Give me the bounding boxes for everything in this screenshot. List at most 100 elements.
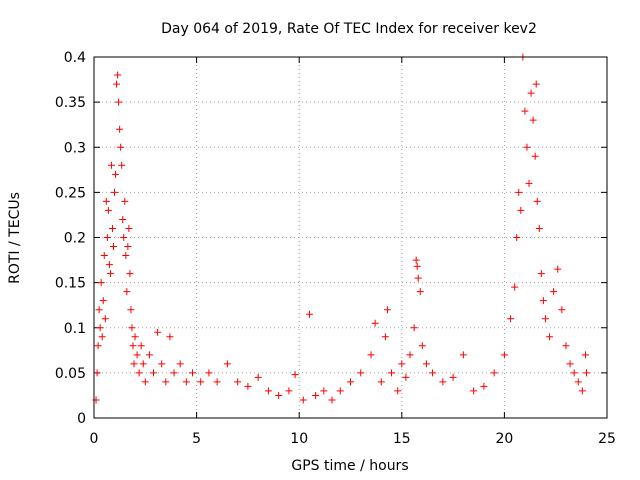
data-point bbox=[394, 387, 402, 395]
data-point bbox=[539, 297, 547, 305]
data-point bbox=[95, 306, 103, 314]
data-point bbox=[535, 224, 543, 232]
data-point bbox=[328, 396, 336, 404]
data-point bbox=[129, 342, 137, 350]
data-point bbox=[106, 270, 114, 278]
data-point bbox=[529, 116, 537, 124]
data-point bbox=[133, 351, 141, 359]
data-point bbox=[264, 387, 272, 395]
x-tick-label: 25 bbox=[598, 431, 616, 447]
data-point bbox=[312, 391, 320, 399]
data-point bbox=[97, 279, 105, 287]
data-point bbox=[371, 319, 379, 327]
y-tick-label: 0.25 bbox=[55, 185, 86, 201]
x-tick-label: 20 bbox=[495, 431, 513, 447]
data-point bbox=[205, 369, 213, 377]
data-point bbox=[108, 224, 116, 232]
data-point bbox=[112, 170, 120, 178]
data-point bbox=[141, 378, 149, 386]
data-point bbox=[139, 360, 147, 368]
data-point bbox=[533, 197, 541, 205]
data-point bbox=[429, 369, 437, 377]
data-point bbox=[275, 391, 283, 399]
data-point bbox=[336, 387, 344, 395]
data-point bbox=[124, 243, 132, 251]
data-point bbox=[582, 369, 590, 377]
data-point bbox=[527, 89, 535, 97]
data-point bbox=[515, 188, 523, 196]
data-point bbox=[513, 234, 521, 241]
data-point bbox=[459, 351, 467, 359]
data-point bbox=[422, 360, 430, 368]
data-point bbox=[122, 252, 130, 260]
y-tick-label: 0.4 bbox=[64, 50, 86, 66]
y-tick-label: 0.35 bbox=[55, 95, 86, 111]
data-point bbox=[490, 369, 498, 377]
x-tick-label: 5 bbox=[192, 431, 201, 447]
data-point bbox=[118, 161, 126, 169]
x-tick-label: 10 bbox=[290, 431, 308, 447]
data-point bbox=[511, 283, 519, 291]
data-point bbox=[413, 262, 421, 270]
data-point bbox=[130, 360, 138, 368]
plot-frame bbox=[93, 56, 608, 419]
data-point bbox=[103, 234, 111, 241]
data-point bbox=[367, 351, 375, 359]
data-point bbox=[234, 378, 242, 386]
data-point bbox=[197, 378, 205, 386]
data-point bbox=[213, 378, 221, 386]
data-point bbox=[113, 80, 121, 88]
data-point bbox=[439, 378, 447, 386]
data-point bbox=[525, 179, 533, 187]
data-point bbox=[531, 152, 539, 160]
data-point bbox=[93, 369, 101, 377]
x-axis-label: GPS time / hours bbox=[291, 458, 408, 474]
data-point bbox=[223, 360, 231, 368]
data-point bbox=[154, 328, 162, 336]
data-point bbox=[470, 387, 478, 395]
data-point bbox=[581, 351, 589, 359]
data-point bbox=[94, 342, 102, 350]
data-point bbox=[566, 360, 574, 368]
data-point bbox=[574, 378, 582, 386]
data-point bbox=[347, 378, 354, 386]
data-point bbox=[105, 261, 113, 269]
data-point bbox=[114, 71, 122, 79]
x-tick-label: 15 bbox=[393, 431, 411, 447]
data-point bbox=[305, 310, 313, 318]
data-points bbox=[92, 53, 590, 404]
data-point bbox=[357, 369, 365, 377]
data-point bbox=[121, 197, 129, 205]
data-point bbox=[101, 315, 109, 323]
data-point bbox=[500, 351, 508, 359]
y-axis-ticks: 0 0.05 0.1 0.15 0.2 0.25 0.3 0.35 0.4 bbox=[55, 50, 607, 427]
data-point bbox=[145, 351, 153, 359]
data-point bbox=[521, 107, 529, 115]
data-point bbox=[578, 387, 586, 395]
data-point bbox=[416, 288, 424, 296]
data-point bbox=[550, 288, 558, 296]
data-point bbox=[570, 369, 578, 377]
data-point bbox=[104, 206, 112, 214]
y-tick-label: 0.3 bbox=[64, 140, 86, 156]
data-point bbox=[532, 80, 540, 88]
data-point bbox=[176, 360, 184, 368]
data-point bbox=[188, 369, 196, 377]
y-tick-label: 0.1 bbox=[64, 321, 86, 337]
data-point bbox=[115, 98, 123, 106]
data-point bbox=[254, 373, 262, 381]
data-point bbox=[517, 206, 525, 214]
data-point bbox=[412, 256, 420, 264]
data-point bbox=[377, 378, 385, 386]
x-tick-label: 0 bbox=[90, 431, 99, 447]
data-point bbox=[99, 297, 107, 305]
data-point bbox=[107, 161, 115, 169]
data-point bbox=[291, 371, 299, 379]
data-point bbox=[117, 143, 125, 151]
data-point bbox=[406, 351, 414, 359]
data-point bbox=[562, 342, 570, 350]
data-point bbox=[523, 143, 531, 151]
data-point bbox=[126, 270, 134, 278]
data-point bbox=[320, 387, 328, 395]
